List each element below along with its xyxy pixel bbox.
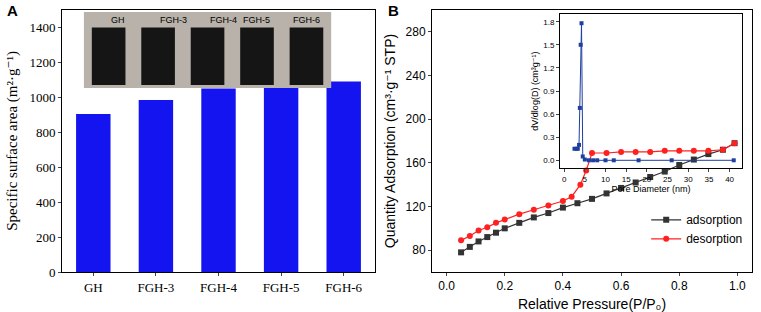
- svg-text:FGH-5: FGH-5: [243, 15, 270, 25]
- svg-text:600: 600: [36, 160, 56, 175]
- svg-text:adsorption: adsorption: [686, 213, 742, 227]
- svg-text:10: 10: [601, 175, 610, 184]
- svg-text:15: 15: [622, 175, 631, 184]
- svg-text:30: 30: [684, 175, 693, 184]
- svg-text:FGH-3: FGH-3: [137, 280, 174, 295]
- svg-text:0.6: 0.6: [543, 110, 555, 119]
- svg-text:Pore Diameter (nm): Pore Diameter (nm): [611, 184, 690, 194]
- svg-text:0.2: 0.2: [496, 279, 513, 293]
- svg-text:Specific surface area (m²·g⁻¹): Specific surface area (m²·g⁻¹): [4, 51, 21, 231]
- svg-text:1.2: 1.2: [543, 64, 555, 73]
- svg-text:120: 120: [406, 200, 426, 214]
- svg-text:1.8: 1.8: [543, 18, 555, 27]
- svg-text:Quantity Adsorption (cm³·g⁻¹ S: Quantity Adsorption (cm³·g⁻¹ STP): [382, 34, 398, 248]
- svg-text:desorption: desorption: [686, 232, 742, 246]
- svg-text:0.0: 0.0: [438, 279, 455, 293]
- svg-text:1200: 1200: [29, 55, 55, 70]
- svg-text:FGH-4: FGH-4: [210, 15, 237, 25]
- svg-text:1400: 1400: [29, 20, 55, 35]
- svg-text:GH: GH: [84, 280, 103, 295]
- svg-text:20: 20: [642, 175, 651, 184]
- svg-text:0.8: 0.8: [671, 279, 688, 293]
- svg-text:400: 400: [36, 195, 56, 210]
- svg-text:1.5: 1.5: [543, 41, 555, 50]
- svg-text:Relative Pressure(P/P₀): Relative Pressure(P/P₀): [518, 296, 666, 312]
- svg-text:FGH-4: FGH-4: [200, 280, 237, 295]
- svg-text:80: 80: [412, 243, 426, 257]
- svg-text:1.0: 1.0: [729, 279, 746, 293]
- svg-text:GH: GH: [111, 15, 125, 25]
- svg-text:B: B: [388, 2, 399, 19]
- svg-text:1000: 1000: [29, 90, 55, 105]
- svg-text:0.6: 0.6: [613, 279, 630, 293]
- svg-text:35: 35: [704, 175, 713, 184]
- svg-text:25: 25: [663, 175, 672, 184]
- svg-text:dV/dlog(D) (cm³g⁻¹): dV/dlog(D) (cm³g⁻¹): [530, 51, 540, 130]
- svg-text:0.4: 0.4: [555, 279, 572, 293]
- svg-text:A: A: [7, 2, 18, 19]
- svg-text:240: 240: [406, 69, 426, 83]
- svg-text:5: 5: [583, 175, 588, 184]
- svg-text:160: 160: [406, 156, 426, 170]
- svg-text:FGH-3: FGH-3: [160, 15, 187, 25]
- svg-text:0.9: 0.9: [543, 87, 555, 96]
- svg-text:40: 40: [725, 175, 734, 184]
- svg-text:0.0: 0.0: [543, 156, 555, 165]
- svg-text:FGH-6: FGH-6: [325, 280, 362, 295]
- svg-text:0.3: 0.3: [543, 133, 555, 142]
- svg-text:FGH-6: FGH-6: [293, 15, 320, 25]
- svg-text:200: 200: [406, 112, 426, 126]
- svg-text:200: 200: [36, 230, 56, 245]
- svg-text:FGH-5: FGH-5: [263, 280, 300, 295]
- svg-text:800: 800: [36, 125, 56, 140]
- svg-text:0: 0: [562, 175, 567, 184]
- svg-text:0: 0: [49, 265, 56, 280]
- svg-text:280: 280: [406, 25, 426, 39]
